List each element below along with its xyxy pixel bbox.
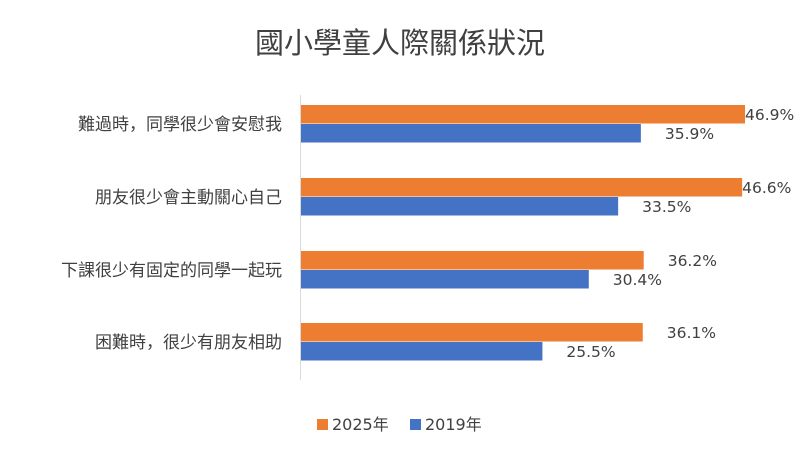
data-label: 36.2% bbox=[668, 252, 717, 270]
bar-2019-2 bbox=[301, 270, 589, 289]
chart-title: 國小學童人際關係狀況 bbox=[255, 26, 545, 60]
legend-swatch bbox=[410, 419, 421, 430]
category-label: 下課很少有固定的同學一起玩 bbox=[61, 261, 282, 281]
bar-2019-1 bbox=[301, 197, 619, 216]
bar-2025-2 bbox=[301, 251, 644, 270]
bar-2019-0 bbox=[301, 124, 641, 143]
legend-label: 2019年 bbox=[425, 415, 482, 434]
category-label: 困難時，很少有朋友相助 bbox=[95, 333, 282, 353]
bar-2019-3 bbox=[301, 342, 543, 361]
legend-label: 2025年 bbox=[332, 415, 389, 434]
data-label: 25.5% bbox=[566, 343, 615, 361]
data-label: 46.9% bbox=[745, 106, 794, 124]
bar-2025-1 bbox=[301, 178, 743, 197]
data-label: 46.6% bbox=[742, 179, 791, 197]
bar-2025-3 bbox=[301, 323, 643, 342]
category-label: 難過時，同學很少會安慰我 bbox=[78, 115, 282, 135]
bar-2025-0 bbox=[301, 105, 745, 124]
data-label: 36.1% bbox=[667, 324, 716, 342]
data-label: 35.9% bbox=[665, 125, 714, 143]
category-label: 朋友很少會主動關心自己 bbox=[95, 188, 282, 208]
legend-swatch bbox=[317, 419, 328, 430]
data-label: 30.4% bbox=[613, 271, 662, 289]
data-label: 33.5% bbox=[642, 198, 691, 216]
